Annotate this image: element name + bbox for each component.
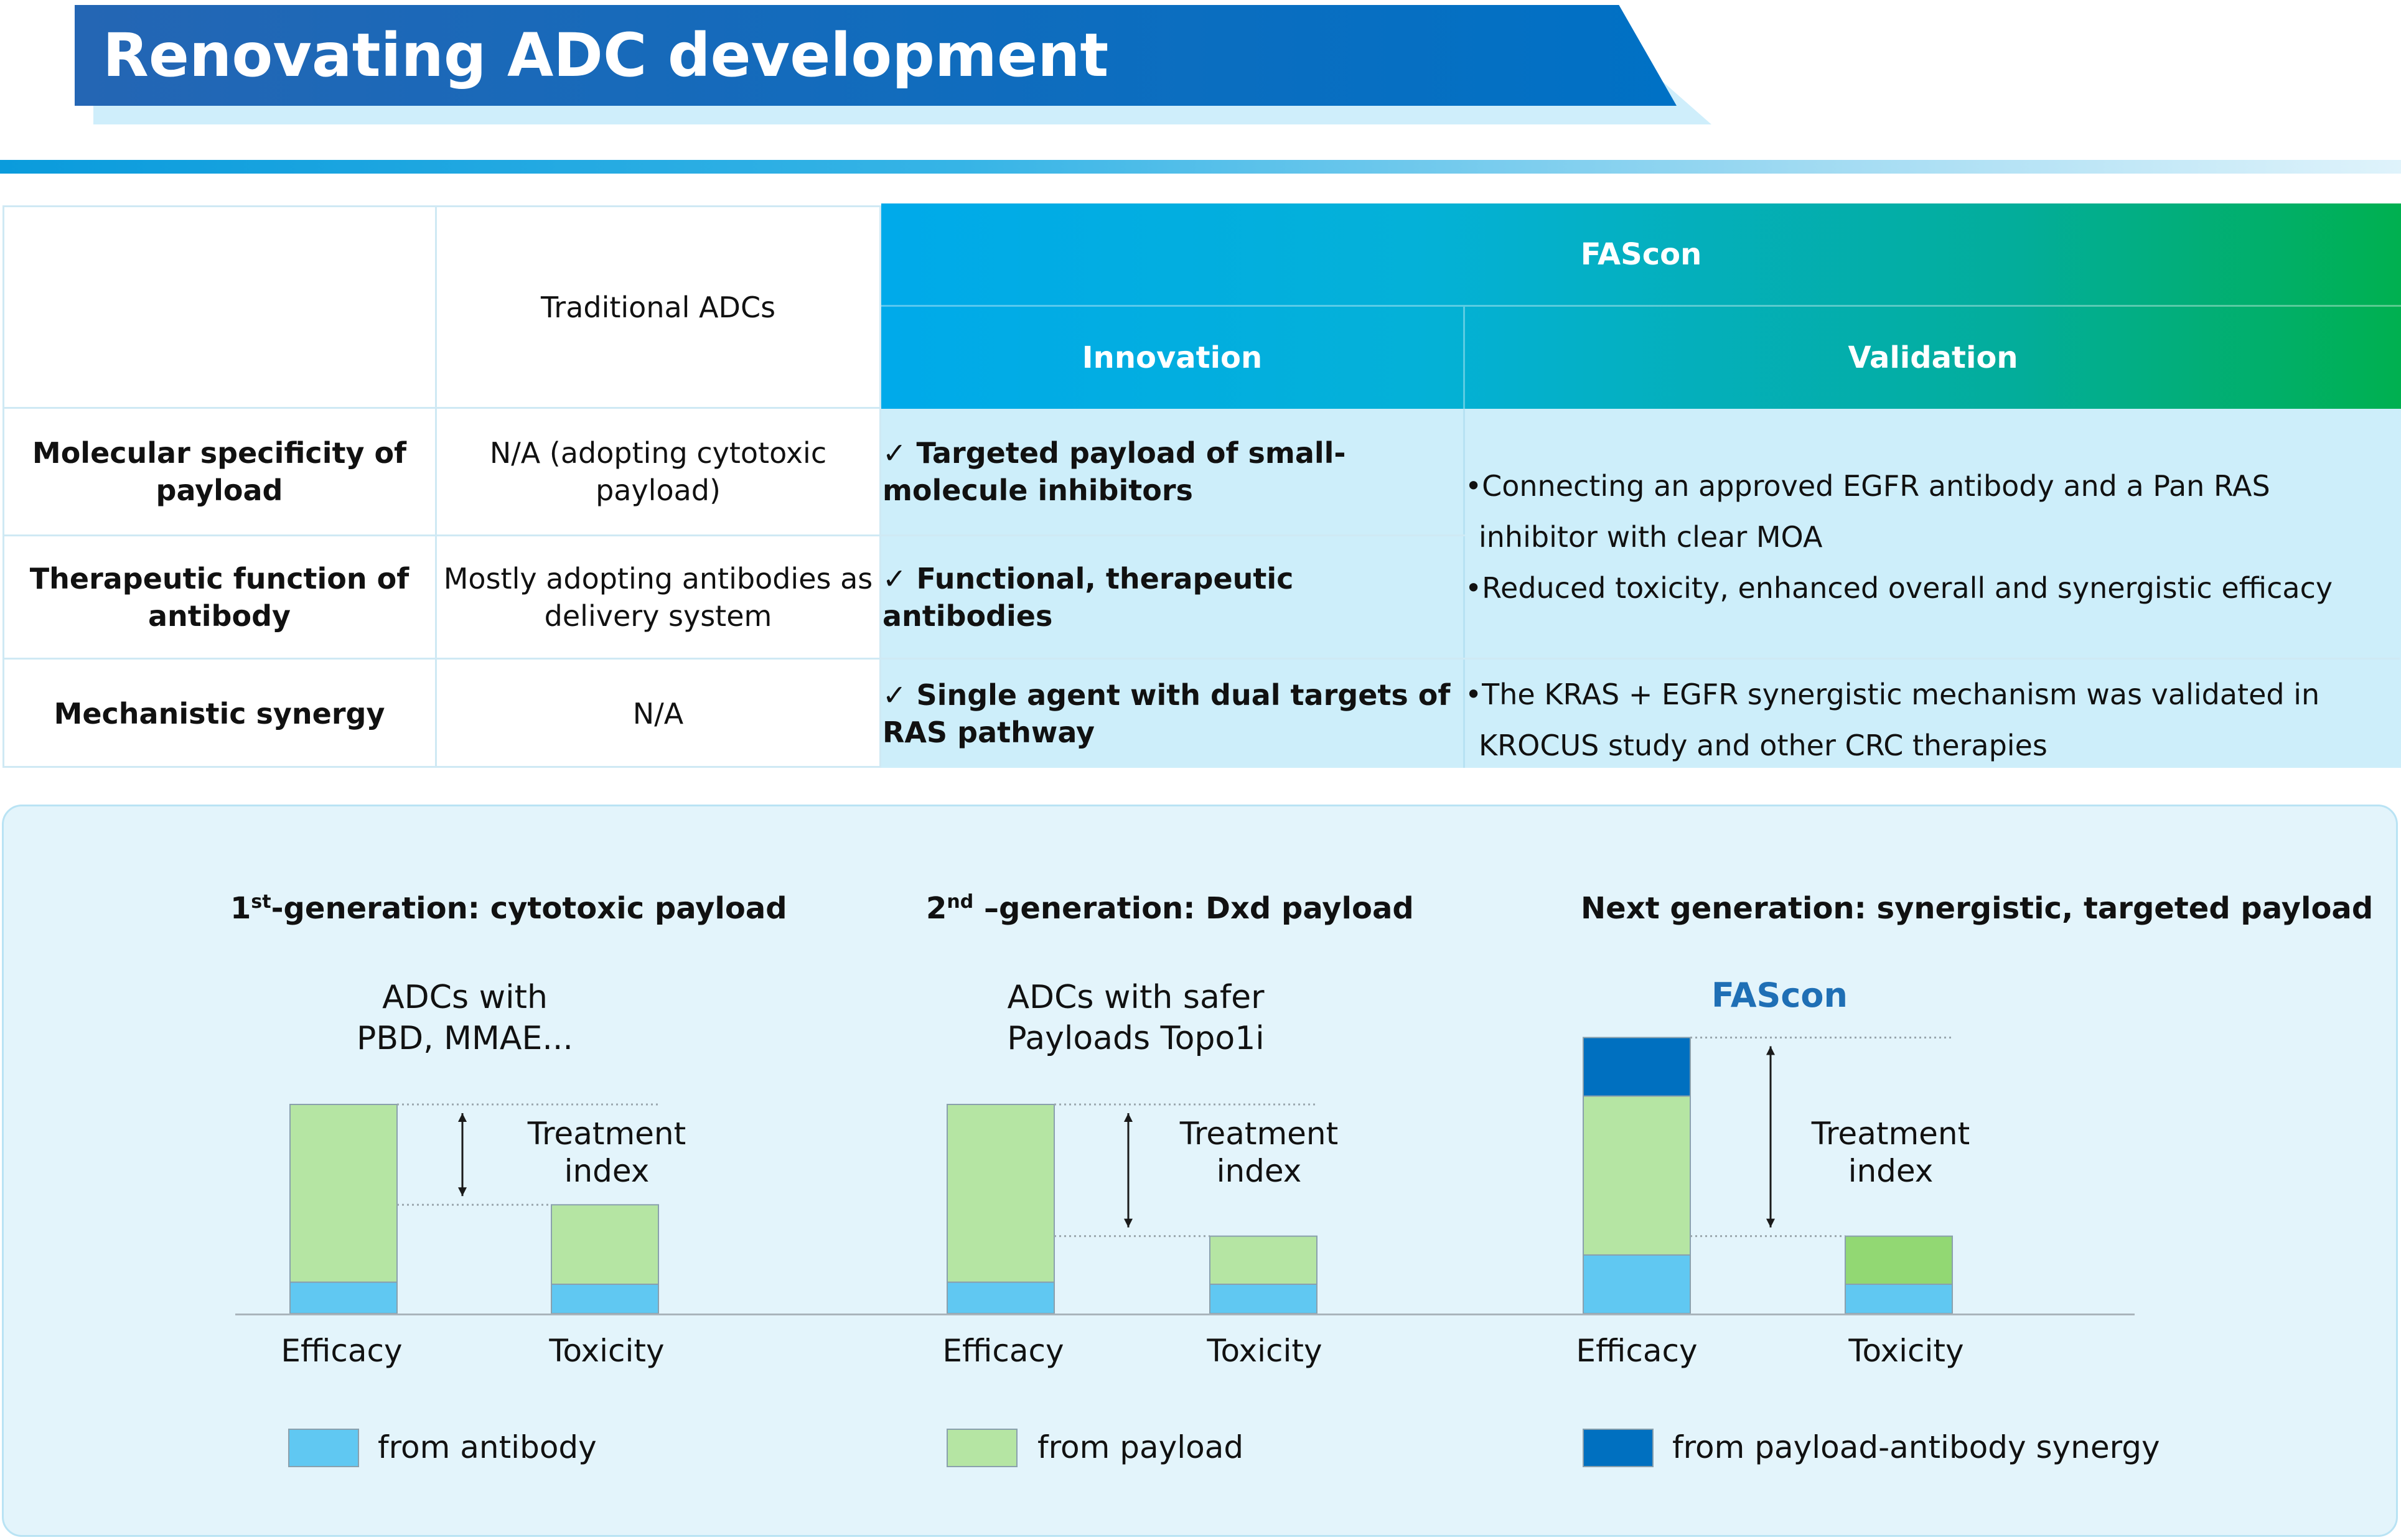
- axis-label-efficacy: Efficacy: [942, 1333, 1064, 1369]
- title-divider: [0, 160, 2401, 174]
- gen1-title: 1st-generation: cytotoxic payload: [230, 891, 787, 926]
- validation-bullet: •Connecting an approved EGFR antibody an…: [1465, 469, 2270, 554]
- efficacy-bar-antibody-segment: [947, 1281, 1055, 1315]
- innovation-cell: ✓ Targeted payload of small-molecule inh…: [882, 436, 1346, 507]
- axis-label-efficacy: Efficacy: [281, 1333, 403, 1369]
- gen2-subtitle-line: Payloads Topo1i: [1007, 1020, 1265, 1057]
- fascon-header-divider: [881, 305, 2401, 307]
- gen1-subtitle-line: ADCs with: [382, 979, 548, 1016]
- legend-swatch-antibody: [288, 1429, 359, 1467]
- gen2-subtitle-line: ADCs with safer: [1007, 979, 1265, 1016]
- fascon-header-col-divider: [1463, 307, 1465, 409]
- toxicity-bar-payload-segment: [1845, 1235, 1953, 1285]
- treatment-index-label: Treatment index: [513, 1115, 700, 1190]
- traditional-cell: N/A (adopting cytotoxic payload): [489, 436, 827, 507]
- header-fascon: FAScon: [1580, 236, 1702, 272]
- generations-panel: [2, 805, 2398, 1537]
- toxicity-bar-payload-segment: [551, 1204, 659, 1285]
- validation-cell: •The KRAS + EGFR synergistic mechanism w…: [1465, 669, 2386, 771]
- fascon-body-band: [881, 409, 2401, 768]
- treatment-index-line: Treatment: [1179, 1116, 1339, 1152]
- efficacy-bar-antibody-segment: [1583, 1254, 1691, 1315]
- toxicity-bar-antibody-segment: [551, 1283, 659, 1314]
- efficacy-bar-antibody-segment: [289, 1281, 398, 1315]
- title-banner: [75, 5, 1677, 106]
- gen1-subtitle: ADCs with PBD, MMAE...: [278, 977, 652, 1059]
- gen3-title: Next generation: synergistic, targeted p…: [1581, 891, 2374, 926]
- efficacy-bar-payload-segment: [1583, 1095, 1691, 1256]
- fascon-header-band: [881, 203, 2401, 409]
- table-col-divider: [879, 205, 881, 768]
- gen2-title: 2nd –generation: Dxd payload: [926, 891, 1414, 926]
- arrow-head-down: [458, 1187, 467, 1197]
- table-col-divider: [1463, 409, 1465, 768]
- arrow-head-up: [458, 1113, 467, 1122]
- toxicity-bar-antibody-segment: [1209, 1283, 1318, 1314]
- efficacy-bar-payload-segment: [947, 1104, 1055, 1283]
- row-label: Therapeutic function of antibody: [29, 561, 410, 633]
- innovation-cell: ✓ Single agent with dual targets of RAS …: [882, 678, 1451, 749]
- arrow-head-up: [1124, 1113, 1133, 1122]
- axis-label-toxicity: Toxicity: [549, 1333, 665, 1369]
- validation-cell-merged: •Connecting an approved EGFR antibody an…: [1465, 460, 2386, 614]
- traditional-cell: N/A: [632, 697, 684, 730]
- axis-label-toxicity: Toxicity: [1848, 1333, 1964, 1369]
- gen2-subtitle: ADCs with safer Payloads Topo1i: [949, 977, 1322, 1059]
- table-row-divider: [2, 534, 1465, 536]
- legend-label-antibody: from antibody: [378, 1429, 597, 1465]
- treatment-index-line: Treatment: [1811, 1116, 1970, 1152]
- row-label: Mechanistic synergy: [54, 697, 385, 730]
- treatment-index-line: index: [564, 1153, 650, 1189]
- legend-label-payload: from payload: [1037, 1429, 1244, 1465]
- arrow-head-down: [1766, 1218, 1775, 1228]
- table-row-divider: [2, 407, 881, 409]
- traditional-cell: Mostly adopting antibodies as delivery s…: [443, 561, 873, 633]
- gen1-subtitle-line: PBD, MMAE...: [357, 1020, 573, 1057]
- axis-label-efficacy: Efficacy: [1576, 1333, 1698, 1369]
- efficacy-bar-payload-segment: [289, 1104, 398, 1283]
- validation-bullet: •Reduced toxicity, enhanced overall and …: [1465, 571, 2333, 605]
- legend-swatch-payload: [947, 1429, 1018, 1467]
- header-innovation: Innovation: [1082, 340, 1263, 375]
- page-title: Renovating ADC development: [103, 21, 1109, 90]
- table-col-divider: [435, 205, 437, 768]
- innovation-cell: ✓ Functional, therapeutic antibodies: [882, 561, 1294, 633]
- axis-label-toxicity: Toxicity: [1207, 1333, 1322, 1369]
- validation-bullet: •The KRAS + EGFR synergistic mechanism w…: [1465, 678, 2320, 762]
- toxicity-bar-antibody-segment: [1845, 1283, 1953, 1314]
- header-traditional: Traditional ADCs: [540, 290, 776, 324]
- treatment-index-line: index: [1216, 1153, 1302, 1189]
- arrow-head-down: [1124, 1218, 1133, 1228]
- treatment-index-line: Treatment: [527, 1116, 686, 1152]
- treatment-index-line: index: [1848, 1153, 1934, 1189]
- arrow-head-up: [1766, 1046, 1775, 1055]
- efficacy-bar-synergy-segment: [1583, 1037, 1691, 1097]
- treatment-index-label: Treatment index: [1797, 1115, 1984, 1190]
- header-validation: Validation: [1848, 340, 2018, 375]
- treatment-index-label: Treatment index: [1166, 1115, 1352, 1190]
- toxicity-bar-payload-segment: [1209, 1235, 1318, 1285]
- legend-swatch-synergy: [1583, 1429, 1654, 1467]
- chart-baseline: [235, 1314, 2135, 1315]
- table-row-divider: [2, 658, 2400, 660]
- row-label: Molecular specificity of payload: [32, 436, 407, 507]
- legend-label-synergy: from payload-antibody synergy: [1672, 1429, 2160, 1465]
- fascon-label: FAScon: [1711, 976, 1848, 1015]
